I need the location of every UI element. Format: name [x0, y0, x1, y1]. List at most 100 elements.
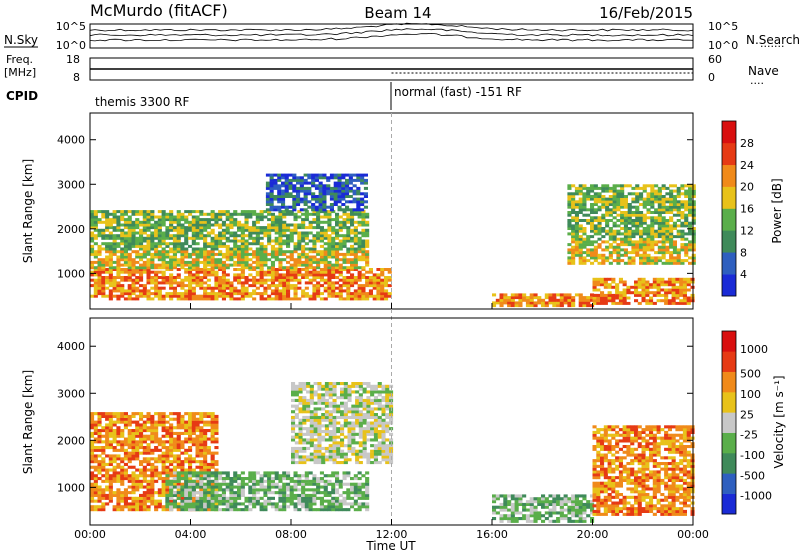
- heatmap-cell: [317, 450, 321, 453]
- heatmap-cell: [325, 458, 329, 461]
- heatmap-cell: [339, 289, 343, 292]
- heatmap-cell: [683, 283, 687, 286]
- heatmap-cell: [241, 289, 245, 292]
- heatmap-cell: [199, 261, 203, 264]
- heatmap-cell: [90, 237, 94, 240]
- heatmap-cell: [233, 210, 237, 213]
- heatmap-cell: [271, 284, 275, 287]
- heatmap-cell: [211, 474, 215, 477]
- heatmap-cell: [582, 240, 586, 243]
- heatmap-cell: [282, 497, 286, 500]
- heatmap-cell: [173, 454, 177, 457]
- heatmap-cell: [169, 295, 173, 298]
- heatmap-cell: [343, 226, 347, 229]
- heatmap-cell: [545, 304, 549, 307]
- heatmap-cell: [245, 477, 249, 480]
- heatmap-cell: [307, 190, 311, 193]
- heatmap-cell: [650, 243, 654, 246]
- heatmap-cell: [132, 289, 136, 292]
- heatmap-cell: [271, 261, 275, 264]
- heatmap-cell: [192, 279, 196, 282]
- heatmap-cell: [124, 261, 128, 264]
- heatmap-cell: [101, 429, 105, 432]
- heatmap-cell: [311, 203, 315, 206]
- heatmap-cell: [132, 438, 136, 441]
- heatmap-cell: [120, 279, 124, 282]
- heatmap-cell: [237, 483, 241, 486]
- heatmap-cell: [316, 488, 320, 491]
- heatmap-cell: [294, 273, 298, 276]
- heatmap-cell: [124, 452, 128, 455]
- heatmap-cell: [229, 477, 233, 480]
- heatmap-cell: [304, 179, 308, 182]
- heatmap-cell: [609, 203, 613, 206]
- heatmap-cell: [590, 262, 594, 265]
- heatmap-cell: [135, 226, 139, 229]
- heatmap-cell: [218, 483, 222, 486]
- heatmap-cell: [507, 296, 511, 299]
- heatmap-cell: [680, 184, 684, 187]
- heatmap-cell: [683, 297, 687, 300]
- heatmap-cell: [650, 187, 654, 190]
- heatmap-cell: [677, 195, 681, 198]
- heatmap-cell: [180, 463, 184, 466]
- heatmap-cell: [124, 210, 128, 213]
- heatmap-cell: [282, 226, 286, 229]
- heatmap-cell: [316, 295, 320, 298]
- heatmap-cell: [292, 190, 296, 193]
- heatmap-cell: [154, 457, 158, 460]
- heatmap-cell: [361, 295, 365, 298]
- heatmap-cell: [296, 198, 300, 201]
- heatmap-cell: [267, 279, 271, 282]
- heatmap-cell: [297, 287, 301, 290]
- heatmap-cell: [314, 402, 318, 405]
- freq-label: Freq.: [6, 53, 33, 66]
- heatmap-cell: [492, 304, 496, 307]
- heatmap-cell: [116, 471, 120, 474]
- heatmap-cell: [135, 297, 139, 300]
- heatmap-cell: [199, 508, 203, 511]
- heatmap-cell: [128, 224, 132, 227]
- heatmap-cell: [285, 179, 289, 182]
- heatmap-cell: [518, 304, 522, 307]
- heatmap-cell: [290, 297, 294, 300]
- heatmap-cell: [598, 246, 602, 249]
- heatmap-cell: [346, 292, 350, 295]
- heatmap-cell: [567, 248, 571, 251]
- heatmap-cell: [177, 258, 181, 261]
- heatmap-cell: [94, 508, 98, 511]
- heatmap-cell: [188, 457, 192, 460]
- heatmap-cell: [290, 279, 294, 282]
- heatmap-cell: [128, 474, 132, 477]
- heatmap-cell: [124, 412, 128, 415]
- heatmap-cell: [260, 216, 264, 219]
- heatmap-cell: [260, 477, 264, 480]
- heatmap-cell: [312, 488, 316, 491]
- heatmap-cell: [294, 502, 298, 505]
- heatmap-cell: [275, 268, 279, 271]
- heatmap-cell: [346, 271, 350, 274]
- heatmap-cell: [598, 254, 602, 257]
- heatmap-cell: [229, 483, 233, 486]
- heatmap-cell: [101, 248, 105, 251]
- heatmap-cell: [549, 299, 553, 302]
- heatmap-cell: [312, 491, 316, 494]
- heatmap-cell: [94, 224, 98, 227]
- heatmap-cell: [113, 480, 117, 483]
- heatmap-cell: [143, 248, 147, 251]
- heatmap-cell: [324, 508, 328, 511]
- heatmap-cell: [101, 281, 105, 284]
- heatmap-cell: [116, 234, 120, 237]
- heatmap-cell: [222, 480, 226, 483]
- heatmap-cell: [139, 471, 143, 474]
- heatmap-cell: [116, 218, 120, 221]
- heatmap-cell: [309, 232, 313, 235]
- heatmap-cell: [248, 226, 252, 229]
- heatmap-cell: [620, 232, 624, 235]
- heatmap-cell: [285, 195, 289, 198]
- heatmap-cell: [135, 210, 139, 213]
- heatmap-cell: [639, 192, 643, 195]
- heatmap-cell: [150, 271, 154, 274]
- heatmap-cell: [650, 232, 654, 235]
- heatmap-cell: [593, 278, 597, 281]
